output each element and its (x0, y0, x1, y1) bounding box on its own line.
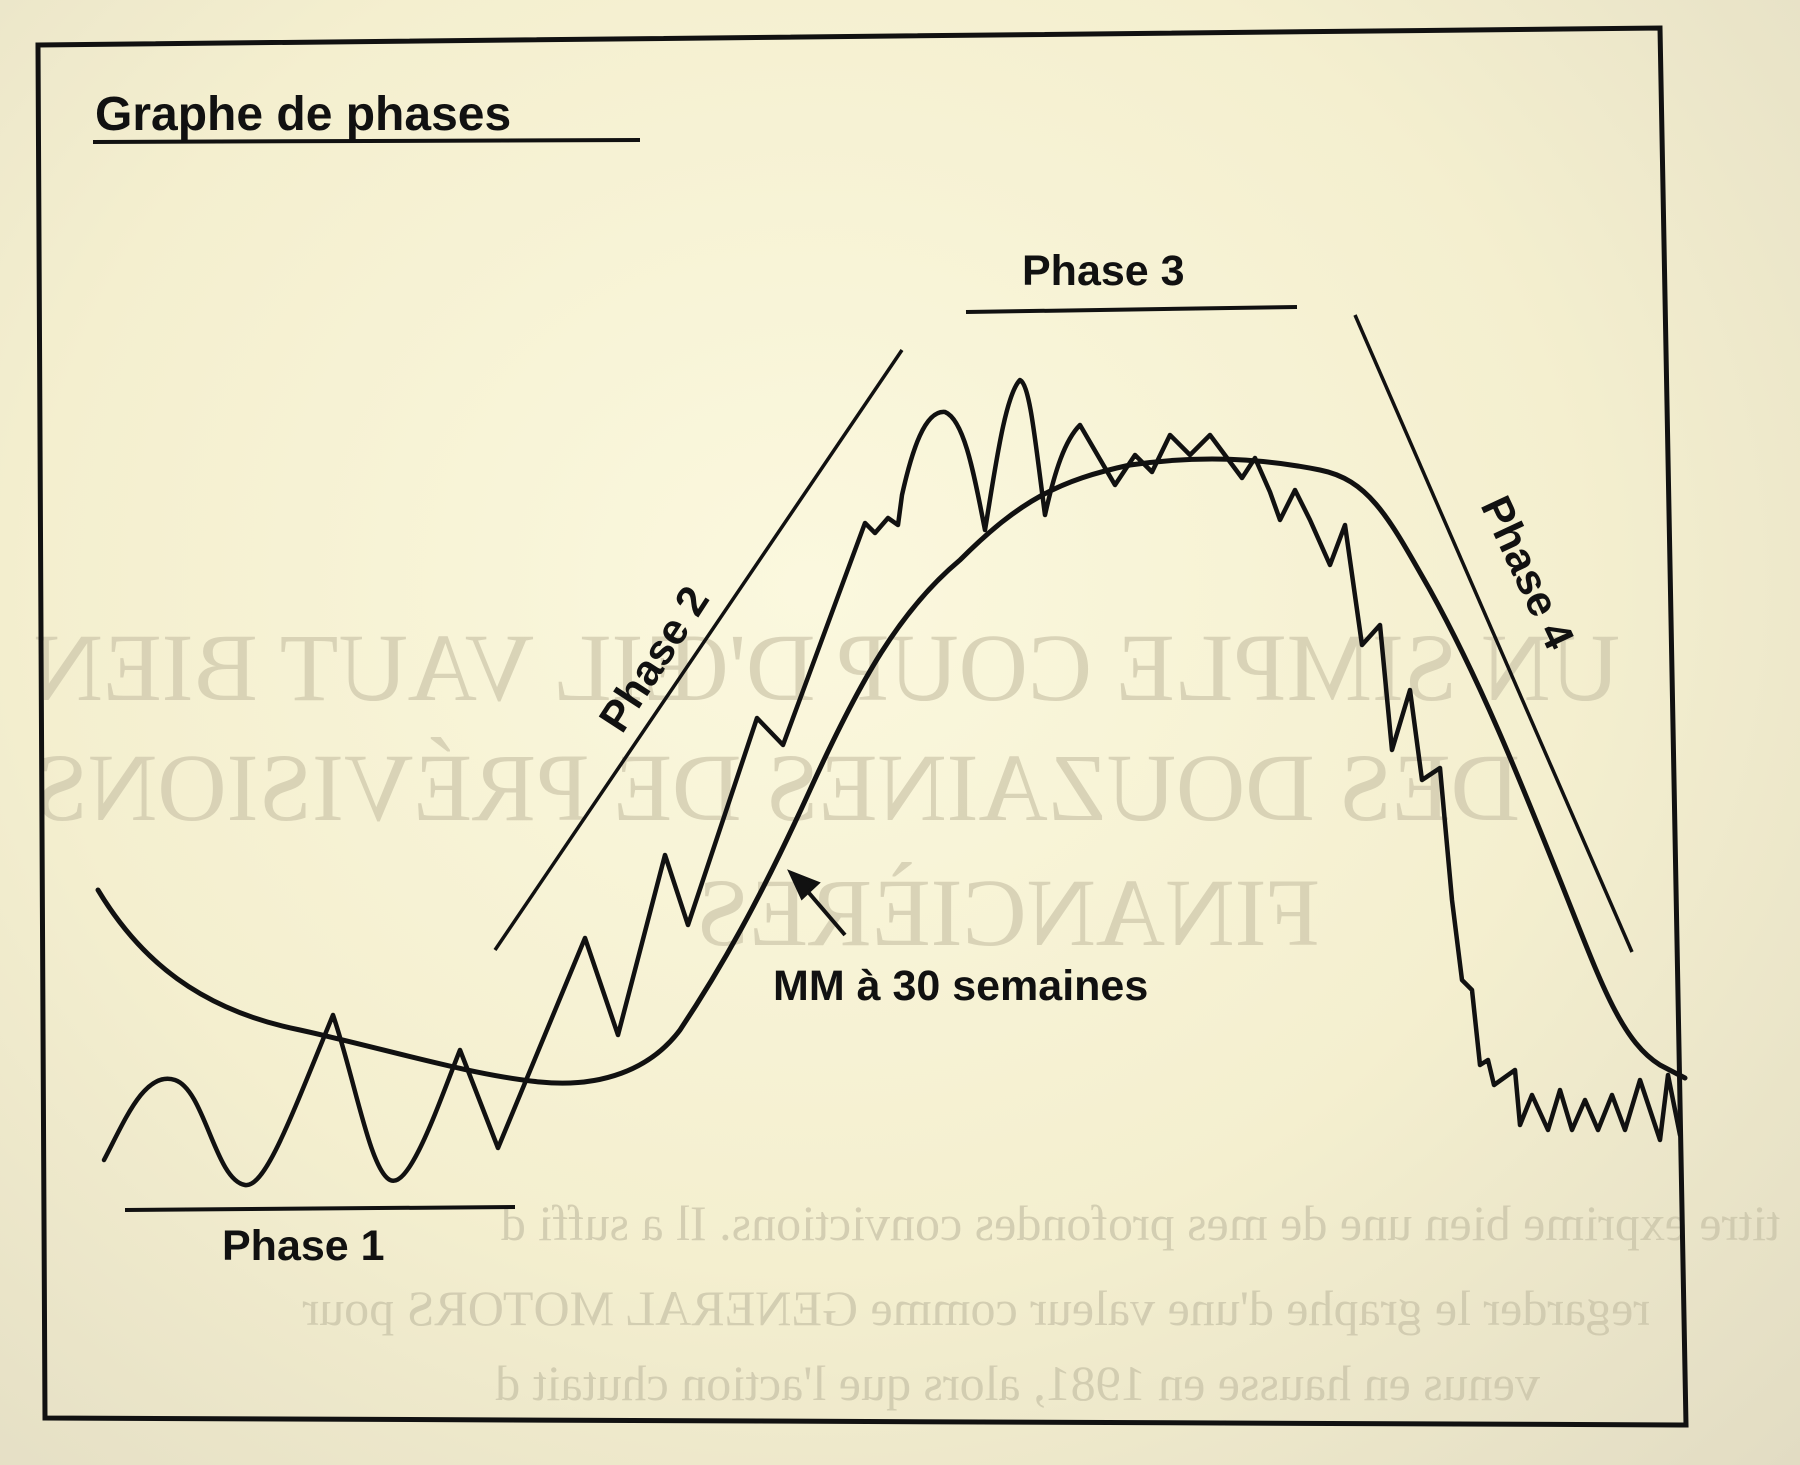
show-through-heading-2: DES DOUZAINES DE PRÉVISIONS (35, 734, 1520, 841)
show-through-heading-3: FINANCIÈRES (696, 859, 1320, 966)
phase3-label: Phase 3 (1022, 247, 1185, 295)
phase2-trend-line (493, 349, 904, 951)
show-through-body-3: venus en hausse en 1981, alors que l'act… (495, 1355, 1540, 1411)
show-through-body-2: regarder le graphe d'une valeur comme GE… (302, 1280, 1650, 1336)
moving-average-arrowhead (787, 869, 821, 901)
show-through-body-1: titre exprime bien une de mes profondes … (501, 1195, 1780, 1251)
phase1-label: Phase 1 (222, 1222, 385, 1270)
phase3-bracket-line (965, 305, 1298, 314)
show-through-text: UN SIMPLE COUP D'ŒIL VAUT BIEN DES DOUZA… (34, 614, 1780, 1411)
phase1-bracket-line (124, 1205, 516, 1212)
moving-average-arrow-shaft (801, 884, 847, 937)
figure-border (35, 25, 1689, 1428)
figure-title: Graphe de phases (95, 88, 511, 141)
title-underline (92, 138, 641, 144)
moving-average-curve (95, 456, 1688, 1086)
phase4-trend-line (1353, 314, 1634, 953)
moving-average-label: MM à 30 semaines (773, 962, 1148, 1010)
price-line (101, 377, 1683, 1188)
